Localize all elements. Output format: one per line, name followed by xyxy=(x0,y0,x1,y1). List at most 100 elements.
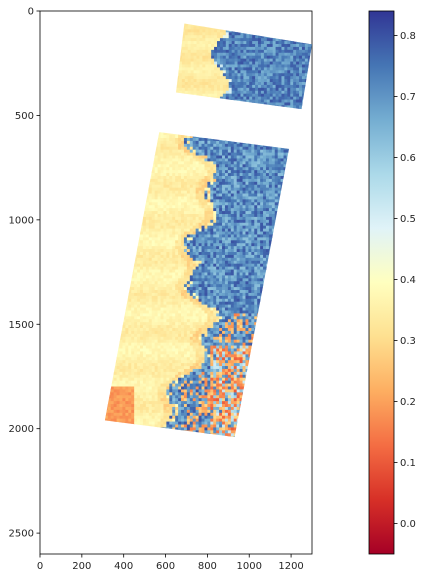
raster-cell xyxy=(269,38,274,42)
raster-cell xyxy=(169,254,173,259)
raster-cell xyxy=(154,146,158,151)
raster-cell xyxy=(287,79,291,83)
raster-cell xyxy=(189,225,194,230)
raster-cell xyxy=(210,170,214,174)
raster-cell xyxy=(219,225,223,230)
raster-cell xyxy=(271,228,276,232)
raster-cell xyxy=(190,38,194,42)
raster-cell xyxy=(181,205,185,209)
raster-cell xyxy=(293,105,297,109)
raster-cell xyxy=(207,205,211,209)
raster-cell xyxy=(178,272,182,276)
raster-cell xyxy=(172,137,176,142)
raster-cell xyxy=(181,44,186,48)
raster-cell xyxy=(181,90,186,95)
raster-cell xyxy=(204,173,208,177)
raster-cell xyxy=(248,292,252,297)
raster-cell xyxy=(198,161,202,165)
raster-cell xyxy=(163,155,167,159)
raster-cell xyxy=(204,175,208,180)
raster-cell xyxy=(213,164,217,168)
raster-cell xyxy=(236,205,241,209)
raster-cell xyxy=(175,292,179,297)
raster-cell xyxy=(208,55,212,60)
raster-cell xyxy=(202,49,206,54)
raster-cell xyxy=(222,216,226,221)
raster-cell xyxy=(222,29,227,33)
raster-cell xyxy=(213,263,217,268)
raster-cell xyxy=(260,290,264,294)
raster-cell xyxy=(284,73,288,77)
raster-cell xyxy=(186,193,191,197)
raster-cell xyxy=(227,225,232,230)
raster-cell xyxy=(248,211,252,215)
raster-cell xyxy=(172,149,176,153)
raster-cell xyxy=(275,41,279,45)
raster-cell xyxy=(299,90,303,95)
raster-cell xyxy=(195,219,199,224)
raster-cell xyxy=(207,184,211,189)
raster-cell xyxy=(166,240,170,244)
raster-cell xyxy=(299,61,303,65)
raster-cell xyxy=(251,266,255,270)
raster-cell xyxy=(301,76,306,80)
raster-cell xyxy=(196,76,200,80)
raster-cell xyxy=(207,187,211,191)
raster-cell xyxy=(263,225,267,230)
raster-cell xyxy=(199,41,203,45)
raster-cell xyxy=(290,58,294,62)
raster-cell xyxy=(178,184,182,189)
raster-cell xyxy=(207,214,211,218)
raster-cell xyxy=(230,249,235,253)
raster-cell xyxy=(178,187,182,191)
raster-cell xyxy=(142,228,147,232)
raster-cell xyxy=(242,219,246,224)
raster-cell xyxy=(263,99,268,103)
raster-cell xyxy=(172,257,176,262)
raster-cell xyxy=(233,254,238,259)
raster-cell xyxy=(192,266,197,270)
raster-cell xyxy=(175,275,179,279)
raster-cell xyxy=(160,295,164,300)
raster-cell xyxy=(199,93,203,98)
raster-cell xyxy=(199,55,203,60)
raster-cell xyxy=(274,208,279,212)
raster-cell xyxy=(266,67,271,71)
raster-cell xyxy=(201,281,205,285)
raster-cell xyxy=(183,275,188,279)
raster-cell xyxy=(284,41,288,45)
raster-cell xyxy=(181,287,185,291)
raster-cell xyxy=(175,249,179,253)
raster-cell xyxy=(230,295,235,300)
raster-cell xyxy=(142,295,147,300)
raster-cell xyxy=(246,46,250,51)
raster-cell xyxy=(205,58,209,62)
raster-cell xyxy=(219,175,223,180)
raster-cell xyxy=(228,58,233,62)
raster-cell xyxy=(304,52,309,57)
raster-cell xyxy=(181,211,185,215)
raster-cell xyxy=(254,146,258,151)
raster-cell xyxy=(274,167,279,171)
raster-cell xyxy=(207,158,211,162)
raster-cell xyxy=(257,222,261,227)
raster-cell xyxy=(252,64,256,68)
raster-cell xyxy=(160,187,164,191)
raster-cell xyxy=(214,90,218,95)
raster-cell xyxy=(160,164,164,168)
raster-cell xyxy=(258,64,262,68)
raster-cell xyxy=(210,225,214,230)
raster-cell xyxy=(227,284,232,288)
raster-cell xyxy=(260,272,264,276)
raster-cell xyxy=(243,87,247,92)
raster-cell xyxy=(251,216,255,221)
raster-cell xyxy=(290,67,294,71)
raster-cell xyxy=(183,269,188,273)
raster-cell xyxy=(230,214,235,218)
raster-cell xyxy=(196,29,200,33)
raster-cell xyxy=(230,143,235,148)
raster-cell xyxy=(258,70,262,74)
raster-cell xyxy=(243,99,247,103)
raster-cell xyxy=(254,199,258,203)
raster-cell xyxy=(230,170,235,174)
